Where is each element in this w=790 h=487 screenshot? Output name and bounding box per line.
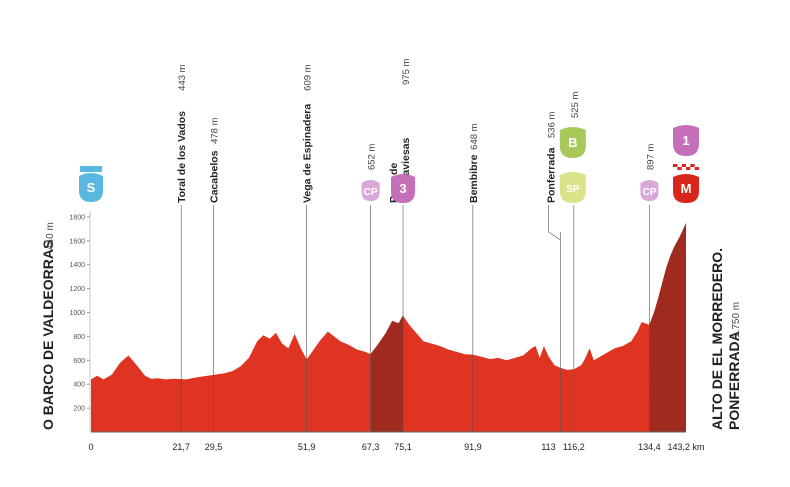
waypoint-name-group: Ponferrada 536 m <box>546 112 558 203</box>
special-sprint-badge-label: SP <box>566 184 580 195</box>
finish-badge: M <box>673 174 699 203</box>
start-elevation: 440 m <box>45 222 56 250</box>
checkpoint-badge-label: CP <box>642 187 656 198</box>
category-3-climb-badge: 3 <box>391 174 416 203</box>
waypoint-name-group: Toral de los Vados 443 m <box>176 64 188 203</box>
finish-checker-square-icon <box>685 167 691 170</box>
checkpoint-badge-shape <box>640 180 659 201</box>
waypoint-elevation: 609 m <box>303 64 314 90</box>
start-flag-icon <box>80 166 102 172</box>
y-tick-label: 1600 <box>69 238 85 245</box>
waypoint-name-group: Vega de Espinadera 609 m <box>302 64 314 203</box>
waypoint-elevation: 975 m <box>401 59 412 85</box>
x-tick-label: 0 <box>88 442 93 452</box>
x-tick-label: 91,9 <box>464 442 482 452</box>
x-tick-label: 67,3 <box>362 442 380 452</box>
waypoint-name: Bembibre <box>468 154 480 203</box>
y-tick-label: 1800 <box>69 214 85 221</box>
category-3-climb-badge-shape <box>391 174 416 203</box>
x-tick-label: 21,7 <box>172 442 190 452</box>
finish-name-line2: PONFERRADA <box>726 331 742 430</box>
finish-checker-square-icon <box>694 167 699 170</box>
checkpoint-badge-shape <box>361 180 380 201</box>
waypoint-elevation: 536 m <box>547 112 558 138</box>
checkpoint-badge-label: CP <box>364 187 378 198</box>
elevation-profile-area <box>91 222 686 432</box>
finish-checker-square-icon <box>677 167 682 170</box>
waypoint-elevation: 648 m <box>469 123 480 149</box>
waypoint-name: Vega de Espinadera <box>302 104 314 203</box>
start-badge: S <box>79 173 103 202</box>
waypoint-name: Cacabelos <box>209 150 221 203</box>
checkpoint-badge: CP <box>640 180 659 201</box>
y-tick-label: 200 <box>73 406 85 413</box>
waypoint-elev-group: 652 m <box>367 144 378 170</box>
x-tick-label: 51,9 <box>298 442 316 452</box>
checkpoint-badge: CP <box>361 180 380 201</box>
bonus-sprint-badge: B <box>559 127 586 158</box>
finish-badge-shape <box>673 174 699 203</box>
waypoint-name: Ponferrada <box>546 147 558 203</box>
category-1-climb-badge-label: 1 <box>682 133 689 148</box>
finish-checker-square-icon <box>673 164 678 167</box>
start-badge-shape <box>79 173 103 202</box>
finish-elevation: 1.750 m <box>731 302 742 338</box>
y-tick-label: 600 <box>73 358 85 365</box>
x-tick-label: 113 <box>541 442 555 452</box>
y-tick-label: 800 <box>73 334 85 341</box>
special-sprint-badge-shape <box>559 172 586 203</box>
waypoint-name-group: Bembibre 648 m <box>468 123 480 203</box>
y-tick-label: 400 <box>73 382 85 389</box>
category-1-climb-badge: 1 <box>673 125 699 156</box>
x-tick-label: 29,5 <box>205 442 223 452</box>
waypoint-elevation: 897 m <box>645 144 656 170</box>
x-tick-label: 134,4 <box>638 442 661 452</box>
finish-checker-square-icon <box>690 164 695 167</box>
y-tick-label: 1000 <box>69 310 85 317</box>
finish-checker-square-icon <box>681 164 686 167</box>
waypoint-elevation: 443 m <box>177 64 188 90</box>
x-tick-label: 75,1 <box>394 442 412 452</box>
bonus-sprint-badge-shape <box>559 127 586 158</box>
x-tick-label: 116,2 <box>563 442 585 452</box>
category-3-climb-badge-label: 3 <box>399 181 406 196</box>
waypoint-elevation: 478 m <box>210 117 221 143</box>
start-town-name: O BARCO DE VALDEORRAS <box>40 240 56 430</box>
waypoint-name: Toral de los Vados <box>176 111 188 203</box>
waypoint-name-group: Cacabelos 478 m <box>209 117 221 203</box>
special-sprint-badge: SP <box>559 172 586 203</box>
climb-segment-area <box>649 222 686 432</box>
waypoint-elevation: 525 m <box>570 92 581 118</box>
start-badge-label: S <box>87 180 96 195</box>
category-1-climb-badge-shape <box>673 125 699 156</box>
finish-badge-label: M <box>681 181 692 196</box>
waypoint-elev-group: 897 m <box>645 144 656 170</box>
x-tick-label: 143,2 km <box>667 442 704 452</box>
bonus-sprint-badge-label: B <box>568 135 577 150</box>
waypoint-leader-line <box>548 205 561 241</box>
waypoint-elev-group: 525 m <box>570 92 581 118</box>
climb-segment-area <box>370 315 404 432</box>
waypoint-elevation: 652 m <box>367 144 378 170</box>
y-tick-label: 1200 <box>69 286 85 293</box>
y-tick-label: 1400 <box>69 262 85 269</box>
finish-name-line1: ALTO DE EL MORREDERO. <box>709 248 725 430</box>
